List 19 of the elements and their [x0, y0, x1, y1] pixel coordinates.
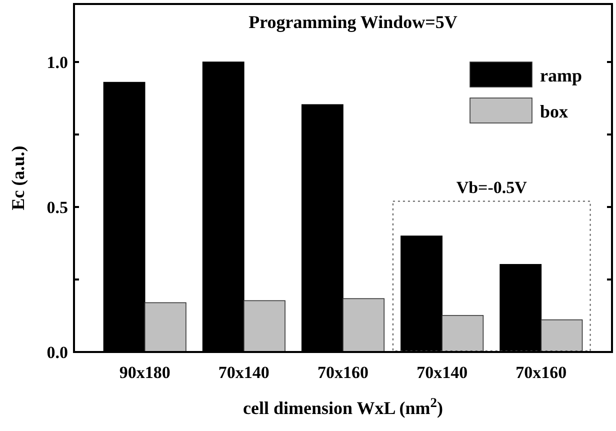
- bar: [540, 319, 583, 352]
- x-tick-label: 70x160: [318, 363, 368, 382]
- legend-label: ramp: [540, 65, 582, 86]
- chart-title: Programming Window=5V: [248, 12, 458, 32]
- x-tick-label: 90x180: [119, 363, 170, 382]
- legend-label: box: [540, 101, 568, 122]
- annotation: Vb=-0.5V: [456, 178, 528, 198]
- y-tick-label: 0.5: [46, 198, 68, 217]
- x-tick-label: 70x160: [516, 363, 567, 382]
- bar: [144, 302, 186, 352]
- bar: [442, 315, 484, 352]
- y-tick-label: 1.0: [46, 52, 68, 72]
- x-tick-label: 70x140: [218, 363, 270, 382]
- y-axis-title: Ec (a.u.): [8, 146, 28, 210]
- bar: [244, 300, 286, 352]
- y-tick-label: 0.0: [46, 342, 68, 362]
- x-tick-label: 70x140: [416, 363, 468, 382]
- x-axis-title: cell dimension WxL (nm$^{2}$): [243, 394, 443, 418]
- bar: [342, 298, 385, 352]
